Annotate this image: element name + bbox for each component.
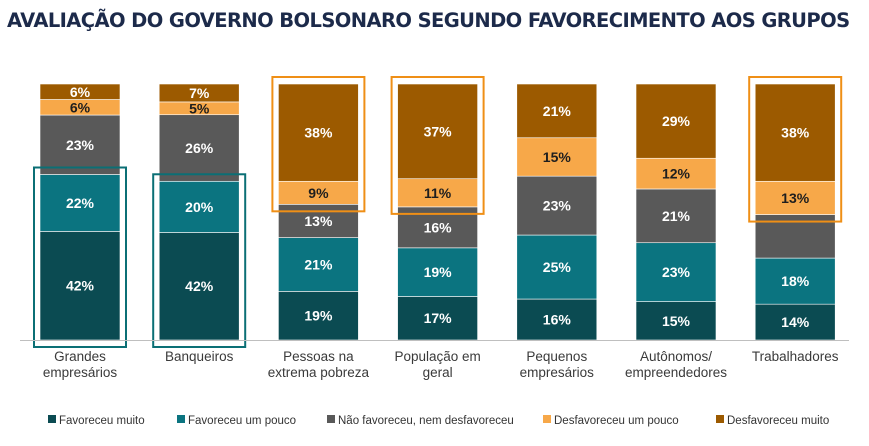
bar-segment-autonomos-empreendedores-nao-favoreceu-nem-desfavoreceu <box>635 188 717 244</box>
data-label-populacao-em-geral-favoreceu-muito: 17% <box>424 310 453 326</box>
data-label-pessoas-na-extrema-pobreza-desfavoreceu-um-pouco: 9% <box>308 185 329 201</box>
bar-segment-trabalhadores-desfavoreceu-um-pouco <box>754 180 836 215</box>
legend-label-favoreceu-um-pouco: Favoreceu um pouco <box>188 415 296 427</box>
bar-segment-pessoas-na-extrema-pobreza-desfavoreceu-muito <box>278 83 359 182</box>
bar-segment-banqueiros-nao-favoreceu-nem-desfavoreceu <box>158 114 240 182</box>
bar-segment-pessoas-na-extrema-pobreza-favoreceu-muito <box>278 291 359 341</box>
bar-segment-grandes-empresarios-nao-favoreceu-nem-desfavoreceu <box>39 114 121 175</box>
bar-segment-pessoas-na-extrema-pobreza-favoreceu-um-pouco <box>278 237 359 292</box>
category-label-pequenos-empresarios: Pequenos empresários <box>520 349 595 380</box>
highlight-box-populacao-em-geral <box>390 76 485 215</box>
data-label-banqueiros-favoreceu-muito: 42% <box>185 278 214 294</box>
chart-title: AVALIAÇÃO DO GOVERNO BOLSONARO SEGUNDO F… <box>7 9 850 32</box>
legend-label-nao-favoreceu-nem-desfavoreceu: Não favoreceu, nem desfavoreceu <box>338 415 514 427</box>
data-label-populacao-em-geral-desfavoreceu-um-pouco: 11% <box>424 185 452 201</box>
bars-layer <box>39 83 836 341</box>
bar-segment-populacao-em-geral-favoreceu-muito <box>397 296 478 341</box>
legend-item-nao-favoreceu-nem-desfavoreceu: Não favoreceu, nem desfavoreceu <box>327 415 514 427</box>
bar-segment-autonomos-empreendedores-desfavoreceu-muito <box>635 83 717 159</box>
category-labels-layer: Grandes empresários Banqueiros Pessoas na ex… <box>43 349 839 380</box>
legend-label-desfavoreceu-muito: Desfavoreceu muito <box>727 415 829 427</box>
legend-item-desfavoreceu-um-pouco: Desfavoreceu um pouco <box>543 415 679 427</box>
data-label-banqueiros-desfavoreceu-um-pouco: 5% <box>189 100 210 116</box>
data-label-autonomos-empreendedores-desfavoreceu-muito: 29% <box>662 113 691 129</box>
legend-item-favoreceu-um-pouco: Favoreceu um pouco <box>177 415 296 427</box>
data-label-pessoas-na-extrema-pobreza-desfavoreceu-muito: 38% <box>304 125 333 141</box>
data-label-pequenos-empresarios-desfavoreceu-muito: 21% <box>543 103 572 119</box>
highlight-boxes-layer <box>33 76 843 348</box>
data-label-pessoas-na-extrema-pobreza-nao-favoreceu-nem-desfavoreceu: 13% <box>304 213 333 229</box>
data-label-populacao-em-geral-desfavoreceu-muito: 37% <box>424 123 453 139</box>
data-label-populacao-em-geral-favoreceu-um-pouco: 19% <box>424 264 453 280</box>
legend-swatch-nao-favoreceu-nem-desfavoreceu <box>327 415 335 423</box>
data-label-grandes-empresarios-desfavoreceu-um-pouco: 6% <box>70 99 91 115</box>
bar-segment-pequenos-empresarios-favoreceu-muito <box>516 298 598 341</box>
legend-label-desfavoreceu-um-pouco: Desfavoreceu um pouco <box>554 415 679 427</box>
category-label-autonomos-empreendedores: Autônomos/empreendedores <box>625 349 727 380</box>
data-label-autonomos-empreendedores-desfavoreceu-um-pouco: 12% <box>662 166 691 182</box>
data-label-grandes-empresarios-desfavoreceu-muito: 6% <box>70 84 91 100</box>
legend-swatch-favoreceu-muito <box>48 415 56 423</box>
category-label-populacao-em-geral: População em geral <box>394 349 480 380</box>
bar-segment-trabalhadores-favoreceu-um-pouco <box>754 257 836 305</box>
highlight-box-grandes-empresarios <box>33 166 127 348</box>
data-label-banqueiros-nao-favoreceu-nem-desfavoreceu: 26% <box>185 140 214 156</box>
bar-segment-grandes-empresarios-desfavoreceu-muito <box>39 83 121 100</box>
category-label-pessoas-na-extrema-pobreza: Pessoas na extrema pobreza <box>268 349 370 380</box>
highlight-box-trabalhadores <box>748 76 843 223</box>
legend: Favoreceu muito Favoreceu um pouco Não fav… <box>48 415 829 427</box>
legend-item-desfavoreceu-muito: Desfavoreceu muito <box>716 415 829 427</box>
highlight-box-banqueiros <box>152 173 247 348</box>
data-label-grandes-empresarios-favoreceu-muito: 42% <box>66 278 95 294</box>
bar-segment-autonomos-empreendedores-desfavoreceu-um-pouco <box>635 157 717 190</box>
bar-segment-populacao-em-geral-desfavoreceu-muito <box>397 83 478 180</box>
legend-swatch-desfavoreceu-muito <box>716 415 724 423</box>
data-label-autonomos-empreendedores-favoreceu-muito: 15% <box>662 313 691 329</box>
data-label-grandes-empresarios-favoreceu-um-pouco: 22% <box>66 195 95 211</box>
segment-labels-layer: 42% 22% 23% 6%6% 42% 20% 26% 5%7% 19% 21% 13% 9% 38%… <box>66 84 810 330</box>
data-label-pequenos-empresarios-favoreceu-muito: 16% <box>543 312 572 328</box>
data-label-autonomos-empreendedores-nao-favoreceu-nem-desfavoreceu: 21% <box>662 208 691 224</box>
bar-segment-grandes-empresarios-favoreceu-um-pouco <box>39 174 121 232</box>
data-label-banqueiros-favoreceu-um-pouco: 20% <box>185 199 214 215</box>
bar-segment-pessoas-na-extrema-pobreza-nao-favoreceu-nem-desfavoreceu <box>278 204 359 238</box>
data-label-pequenos-empresarios-favoreceu-um-pouco: 25% <box>543 259 572 275</box>
bar-segment-autonomos-empreendedores-favoreceu-muito <box>635 301 717 341</box>
bar-segment-banqueiros-desfavoreceu-muito <box>158 83 240 103</box>
bar-segment-pequenos-empresarios-desfavoreceu-muito <box>516 83 598 139</box>
bar-segment-pequenos-empresarios-desfavoreceu-um-pouco <box>516 137 598 177</box>
legend-swatch-desfavoreceu-um-pouco <box>543 415 551 423</box>
data-label-trabalhadores-favoreceu-um-pouco: 18% <box>781 273 810 289</box>
category-label-banqueiros: Banqueiros <box>165 349 234 364</box>
highlight-box-pessoas-na-extrema-pobreza <box>271 76 366 213</box>
data-label-pequenos-empresarios-desfavoreceu-um-pouco: 15% <box>543 149 572 165</box>
legend-label-favoreceu-muito: Favoreceu muito <box>59 415 145 427</box>
bar-segment-pequenos-empresarios-favoreceu-um-pouco <box>516 234 598 300</box>
bar-segment-grandes-empresarios-favoreceu-muito <box>39 231 121 341</box>
data-label-banqueiros-desfavoreceu-muito: 7% <box>189 85 210 101</box>
data-label-trabalhadores-favoreceu-muito: 14% <box>781 314 810 330</box>
bar-segment-trabalhadores-desfavoreceu-muito <box>754 83 836 182</box>
bar-segment-pequenos-empresarios-nao-favoreceu-nem-desfavoreceu <box>516 175 598 236</box>
bar-segment-autonomos-empreendedores-favoreceu-um-pouco <box>635 242 717 302</box>
data-label-pequenos-empresarios-nao-favoreceu-nem-desfavoreceu: 23% <box>543 198 572 214</box>
legend-item-favoreceu-muito: Favoreceu muito <box>48 415 145 427</box>
data-label-trabalhadores-desfavoreceu-um-pouco: 13% <box>781 190 810 206</box>
data-label-trabalhadores-desfavoreceu-muito: 38% <box>781 125 810 141</box>
category-label-grandes-empresarios: Grandes empresários <box>43 349 118 380</box>
category-label-trabalhadores: Trabalhadores <box>752 349 839 364</box>
data-label-grandes-empresarios-nao-favoreceu-nem-desfavoreceu: 23% <box>66 137 95 153</box>
data-label-pessoas-na-extrema-pobreza-favoreceu-muito: 19% <box>304 308 333 324</box>
data-label-pessoas-na-extrema-pobreza-favoreceu-um-pouco: 21% <box>304 256 333 272</box>
legend-swatch-favoreceu-um-pouco <box>177 415 185 423</box>
data-label-populacao-em-geral-nao-favoreceu-nem-desfavoreceu: 16% <box>424 219 453 235</box>
data-label-autonomos-empreendedores-favoreceu-um-pouco: 23% <box>662 264 691 280</box>
